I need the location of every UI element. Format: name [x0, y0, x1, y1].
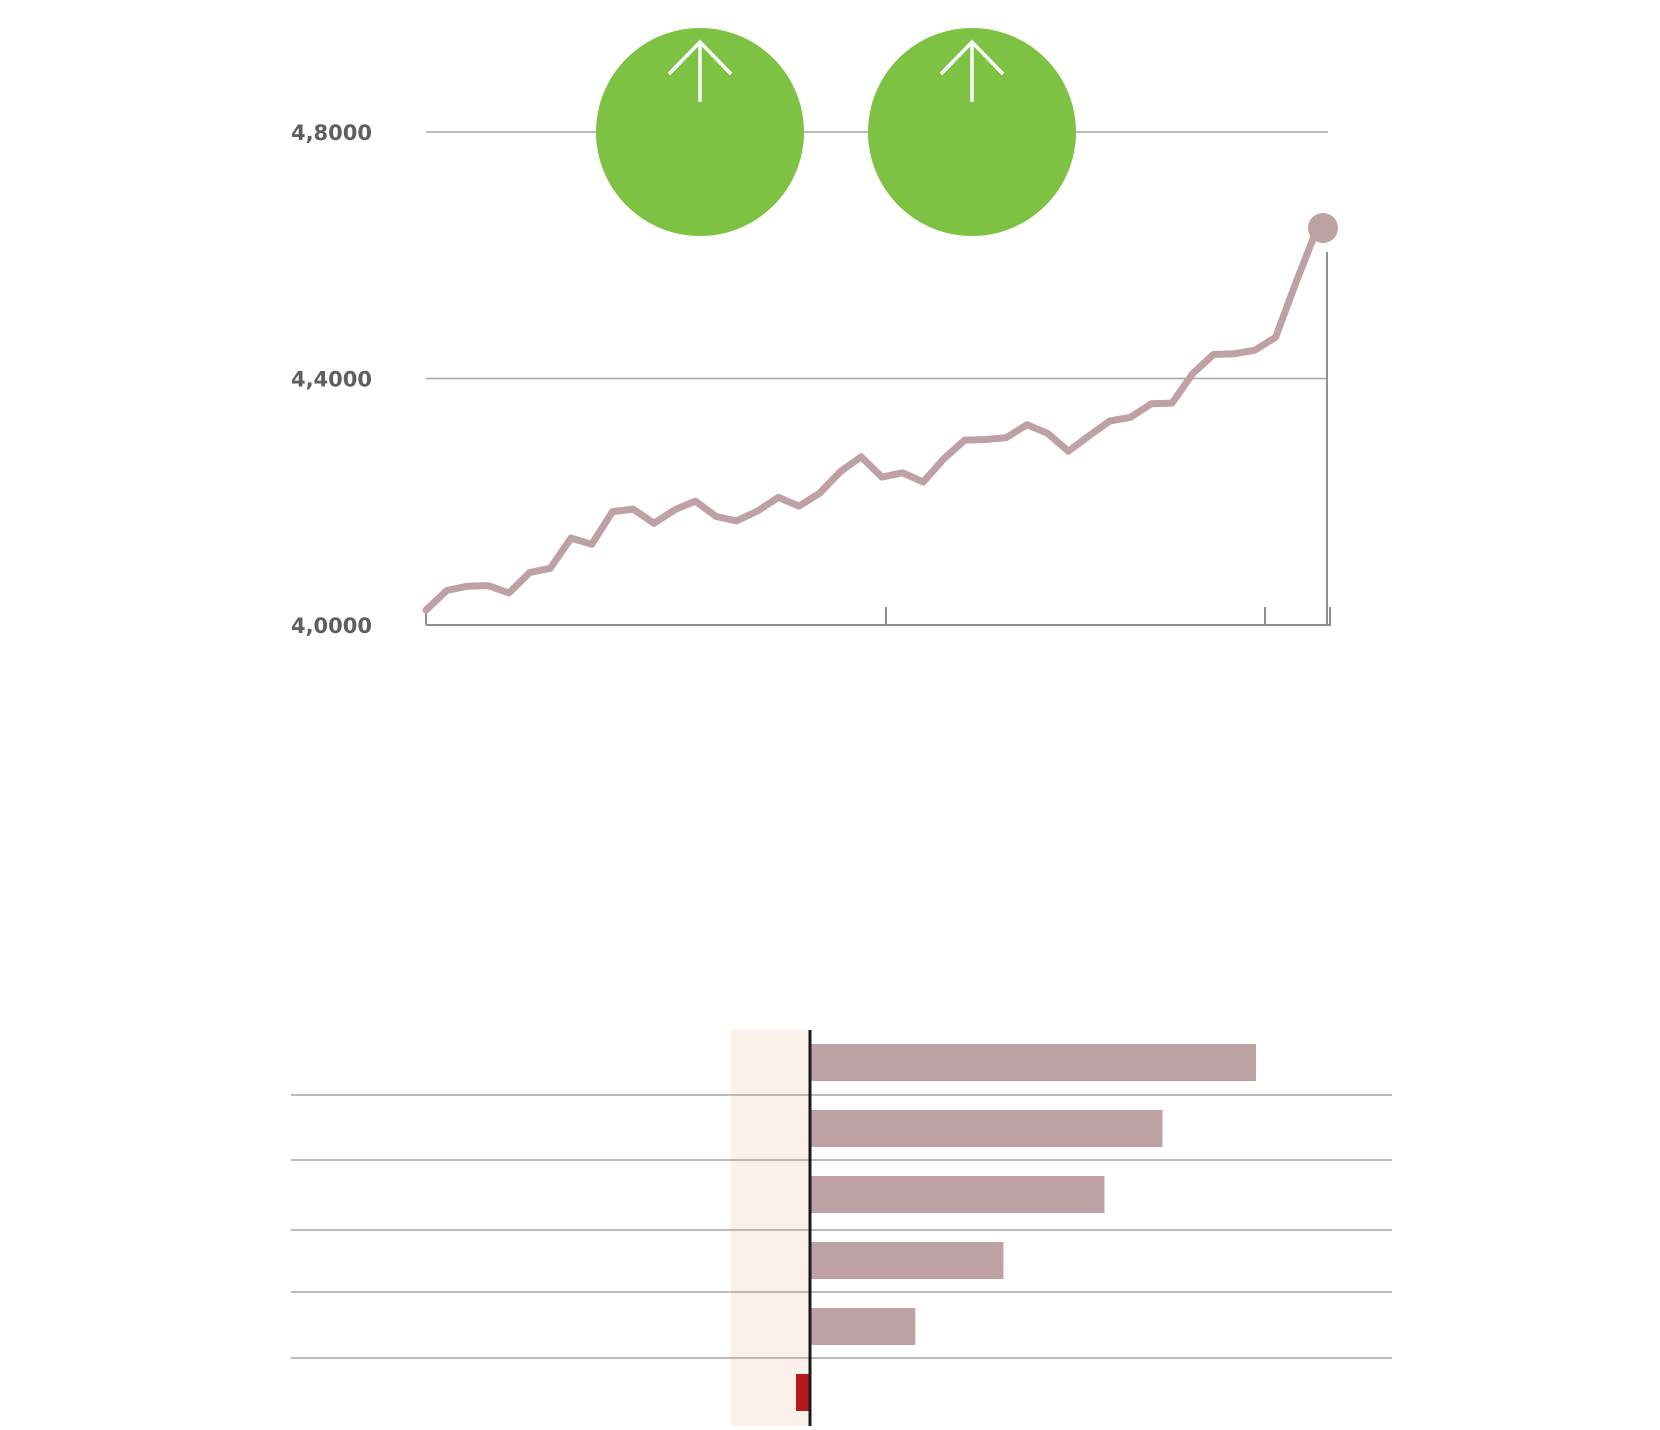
y-tick-label: 4,8000	[291, 121, 372, 145]
trend-badges	[596, 28, 1076, 236]
y-tick-label: 4,0000	[291, 614, 372, 638]
negative-bar	[796, 1374, 810, 1411]
bar	[810, 1308, 916, 1345]
bar	[810, 1110, 1163, 1147]
y-tick-label: 4,4000	[291, 368, 372, 392]
bar	[810, 1044, 1256, 1081]
up-arrow-icon	[939, 39, 1005, 102]
bar-chart	[291, 1030, 1392, 1426]
line-chart-y-tick-labels: 4,8000 4,4000 4,0000	[291, 121, 372, 638]
trend-badge-circle	[868, 28, 1076, 236]
line-series	[422, 213, 1338, 614]
bar	[810, 1176, 1105, 1213]
bar	[810, 1242, 1004, 1279]
up-arrow-icon	[667, 39, 733, 102]
trend-badge	[596, 28, 804, 236]
trend-badge	[868, 28, 1076, 236]
bar-series	[796, 1044, 1256, 1411]
line-end-marker	[1308, 213, 1338, 243]
bar-chart-highlight-band	[731, 1030, 809, 1426]
highlight-band	[731, 1030, 809, 1426]
line-series-path	[422, 225, 1321, 614]
line-chart: 4,8000 4,4000 4,0000	[291, 28, 1338, 638]
trend-badge-circle	[596, 28, 804, 236]
line-chart-axes	[425, 252, 1331, 626]
bar-chart-gridlines	[291, 1094, 1392, 1359]
